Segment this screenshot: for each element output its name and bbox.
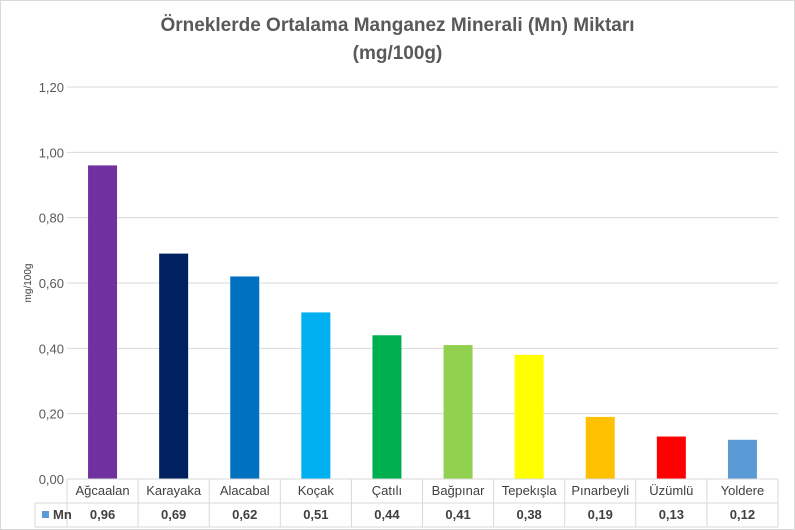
category-label: Çatılı <box>372 483 402 498</box>
data-label: 0,51 <box>303 507 328 522</box>
y-tick-label: 0,60 <box>39 276 64 291</box>
legend-key <box>42 511 49 518</box>
category-label: Bağpınar <box>432 483 485 498</box>
bar <box>585 416 615 479</box>
bar <box>727 439 757 479</box>
y-tick-label: 1,00 <box>39 145 64 160</box>
legend-label: Mn <box>53 507 72 522</box>
data-label: 0,44 <box>374 507 400 522</box>
data-label: 0,69 <box>161 507 186 522</box>
data-label: 0,12 <box>730 507 755 522</box>
bar <box>443 345 473 479</box>
chart-title-line2: (mg/100g) <box>352 43 443 64</box>
y-tick-label: 0,40 <box>39 341 64 356</box>
data-label: 0,38 <box>516 507 541 522</box>
bar <box>230 276 260 479</box>
y-axis-label: mg/100g <box>23 264 34 303</box>
bars <box>88 165 757 479</box>
category-label: Yoldere <box>721 483 765 498</box>
category-label: Ağcaalan <box>75 483 129 498</box>
bar <box>88 165 118 479</box>
data-table: Ağcaalan 0,96 Karayaka 0,69 Alacabal 0,62 Koça… <box>34 478 779 528</box>
data-label: 0,62 <box>232 507 257 522</box>
chart-title-line1: Örneklerde Ortalama Manganez Minerali (M… <box>160 15 635 36</box>
data-label: 0,19 <box>588 507 613 522</box>
y-tick-label: 0,80 <box>39 211 64 226</box>
category-label: Alacabal <box>220 483 270 498</box>
category-label: Karayaka <box>146 483 202 498</box>
bar <box>372 335 402 479</box>
bar <box>159 253 189 479</box>
data-label: 0,96 <box>90 507 115 522</box>
category-label: Pınarbeyli <box>571 483 629 498</box>
chart-title: Örneklerde Ortalama Manganez Minerali (M… <box>0 12 795 68</box>
data-label: 0,41 <box>445 507 470 522</box>
category-label: Koçak <box>298 483 335 498</box>
y-tick-label: 0,20 <box>39 407 64 422</box>
y-tick-labels: 0,00 0,20 0,40 0,60 0,80 1,00 1,20 <box>39 80 64 487</box>
data-label: 0,13 <box>659 507 684 522</box>
bar <box>514 354 544 479</box>
category-label: Tepekışla <box>502 483 558 498</box>
bar <box>301 312 331 479</box>
y-tick-label: 1,20 <box>39 80 64 95</box>
category-label: Üzümlü <box>649 483 693 498</box>
bar <box>656 436 686 479</box>
y-tick-label: 0,00 <box>39 472 64 487</box>
